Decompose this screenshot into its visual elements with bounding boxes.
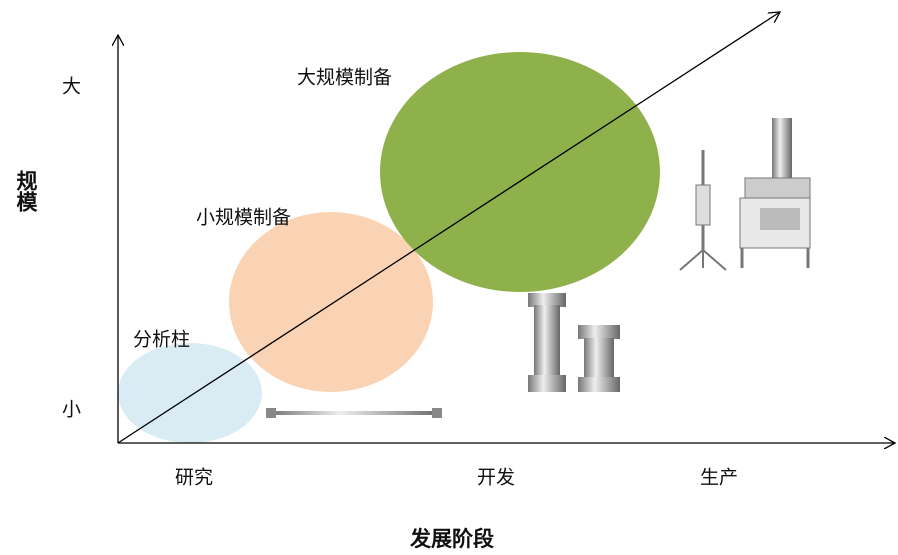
y-axis-title: 规模 bbox=[14, 170, 38, 213]
production-equipment bbox=[679, 118, 811, 271]
bubble-label: 大规模制备 bbox=[297, 67, 392, 89]
x-axis-title: 发展阶段 bbox=[409, 527, 494, 551]
bubble-large-prep bbox=[380, 52, 660, 292]
bubble-label: 分析柱 bbox=[133, 329, 190, 351]
prep-columns bbox=[528, 293, 620, 392]
stage-label: 研究 bbox=[175, 467, 213, 489]
y-high-label: 大 bbox=[62, 76, 81, 98]
analytical-column bbox=[266, 408, 442, 418]
stage-label: 生产 bbox=[700, 467, 738, 489]
stage-label: 开发 bbox=[477, 467, 515, 489]
bubble-small-prep bbox=[229, 212, 433, 392]
trend-arrow bbox=[117, 12, 780, 444]
bubble-label: 小规模制备 bbox=[196, 207, 291, 229]
bubble-analytical bbox=[118, 343, 262, 443]
y-low-label: 小 bbox=[62, 399, 81, 421]
